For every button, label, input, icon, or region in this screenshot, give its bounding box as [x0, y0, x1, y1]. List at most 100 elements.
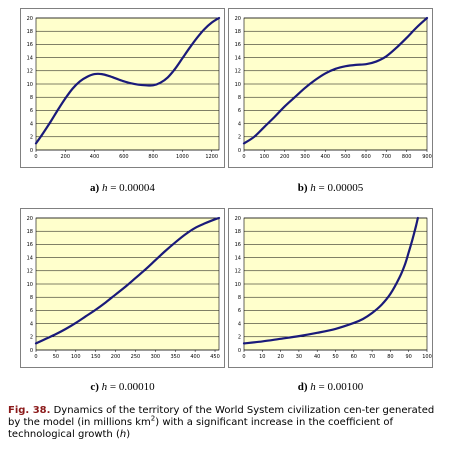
chart-b-ytick-label: 2: [238, 135, 241, 141]
chart-b-xtick-label: 500: [341, 154, 351, 160]
chart-c-ytick-label: 16: [27, 242, 33, 248]
chart-d-xtick-label: 50: [332, 354, 338, 360]
chart-d-value: = 0.00100: [318, 381, 364, 393]
chart-b-letter: b): [297, 182, 308, 194]
chart-c-ytick-label: 0: [30, 348, 33, 354]
chart-a-ytick-label: 14: [27, 55, 33, 61]
figure-caption: Fig. 38. Dynamics of the territory of th…: [8, 405, 444, 441]
chart-a-ytick-label: 4: [30, 121, 33, 127]
chart-c-letter: c): [90, 381, 99, 393]
chart-d-series-line: [242, 216, 419, 345]
chart-b-ytick-label: 20: [235, 16, 241, 22]
chart-panel-b: 0 2 4 6 8 10 12 14 16 18 20 0 100 200 300 400 500 600 700 8…: [228, 8, 433, 168]
chart-c-xtick-label: 300: [151, 354, 161, 360]
chart-c-ytick-label: 18: [27, 229, 33, 235]
chart-a-xtick-label: 1000: [176, 154, 189, 160]
chart-c-xtick-label: 250: [131, 354, 141, 360]
figure-caption-lead: Fig. 38.: [8, 405, 51, 416]
chart-b-series-line: [242, 16, 429, 145]
chart-a-ytick-label: 20: [27, 16, 33, 22]
chart-b-ytick-label: 18: [235, 29, 241, 35]
chart-b-ytick-label: 12: [235, 69, 241, 75]
chart-c-ytick-label: 14: [27, 255, 33, 261]
chart-c-xtick-label: 400: [190, 354, 200, 360]
chart-b-xtick-label: 700: [382, 154, 392, 160]
chart-d-xtick-label: 100: [422, 354, 432, 360]
chart-d-xtick-label: 30: [296, 354, 302, 360]
chart-d-ytick-label: 18: [235, 229, 241, 235]
chart-a-ytick-label: 12: [27, 69, 33, 75]
chart-d-ytick-label: 10: [235, 282, 241, 288]
chart-b-xtick-label: 200: [280, 154, 290, 160]
chart-c-ytick-label: 2: [30, 335, 33, 341]
chart-a-xtick-label: 400: [90, 154, 100, 160]
chart-d-ytick-label: 20: [235, 216, 241, 222]
chart-a-label: a) h = 0.00004: [20, 182, 225, 194]
chart-a-value: = 0.00004: [110, 182, 155, 194]
chart-a-ytick-label: 18: [27, 29, 33, 35]
chart-d-ytick-label: 4: [238, 321, 241, 327]
chart-c-xtick-label: 200: [111, 354, 121, 360]
chart-b-label: b) h = 0.00005: [228, 182, 433, 194]
chart-c-ytick-label: 4: [30, 321, 33, 327]
figure-caption-var: h: [119, 429, 127, 440]
chart-c-xtick-label: 0: [34, 354, 37, 360]
chart-b-var: h: [310, 182, 316, 194]
chart-c-series-line: [34, 216, 221, 345]
chart-c-ytick-label: 12: [27, 269, 33, 275]
chart-a-xtick-label: 0: [34, 154, 37, 160]
figure-caption-text-1: Dynamics of the territory of the World S…: [8, 405, 435, 428]
chart-a-xtick-label: 200: [61, 154, 71, 160]
chart-a-xtick-label: 800: [148, 154, 158, 160]
chart-b-ytick-label: 8: [238, 95, 241, 101]
chart-a-ytick-label: 0: [30, 148, 33, 154]
chart-b-ytick-label: 10: [235, 82, 241, 88]
chart-a-ytick-label: 8: [30, 95, 33, 101]
chart-c-xtick-label: 150: [91, 354, 101, 360]
chart-b-xtick-label: 900: [422, 154, 432, 160]
chart-c-xtick-label: 100: [71, 354, 81, 360]
chart-c-ytick-label: 20: [27, 216, 33, 222]
chart-d-letter: d): [297, 381, 308, 393]
chart-a-xtick-label: 1200: [205, 154, 218, 160]
chart-a-letter: a): [90, 182, 100, 194]
chart-c-value: = 0.00010: [109, 381, 155, 393]
chart-c-xtick-label: 50: [53, 354, 59, 360]
chart-b-xtick-label: 0: [242, 154, 245, 160]
chart-c-xtick-label: 350: [170, 354, 180, 360]
chart-b-xtick-label: 300: [300, 154, 310, 160]
chart-a-series-line: [34, 16, 221, 145]
chart-d-ytick-label: 14: [235, 255, 241, 261]
chart-d-ytick-label: 6: [238, 308, 241, 314]
chart-d-xtick-label: 20: [277, 354, 283, 360]
chart-d-xtick-label: 40: [314, 354, 320, 360]
chart-d-xtick-label: 90: [406, 354, 412, 360]
chart-d-label: d) h = 0.00100: [228, 381, 433, 393]
chart-b-xtick-label: 800: [402, 154, 412, 160]
chart-d-xtick-label: 60: [351, 354, 357, 360]
chart-a-ytick-label: 6: [30, 108, 33, 114]
chart-a-ytick-label: 16: [27, 42, 33, 48]
chart-a-ytick-label: 10: [27, 82, 33, 88]
chart-b-ytick-label: 0: [238, 148, 241, 154]
chart-b-xtick-label: 100: [260, 154, 270, 160]
figure-caption-text-end: ): [126, 429, 131, 440]
chart-c-var: h: [101, 381, 108, 393]
chart-b-ytick-label: 6: [238, 108, 241, 114]
chart-d-xtick-label: 70: [369, 354, 375, 360]
chart-d-ytick-label: 0: [238, 348, 241, 354]
chart-b-ytick-label: 16: [235, 42, 241, 48]
figure-caption-text-2: ) with a significant increase in the coe…: [8, 417, 393, 440]
chart-d-ytick-label: 2: [238, 335, 241, 341]
chart-a-var: h: [101, 182, 108, 194]
chart-b-ytick-label: 14: [235, 55, 241, 61]
chart-d-ytick-label: 8: [238, 295, 241, 301]
chart-d-xtick-label: 10: [259, 354, 265, 360]
chart-c-ytick-label: 10: [27, 282, 33, 288]
chart-d-xtick-label: 80: [387, 354, 393, 360]
figure-caption-sup: 2: [150, 414, 156, 423]
chart-d-var: h: [310, 381, 316, 393]
